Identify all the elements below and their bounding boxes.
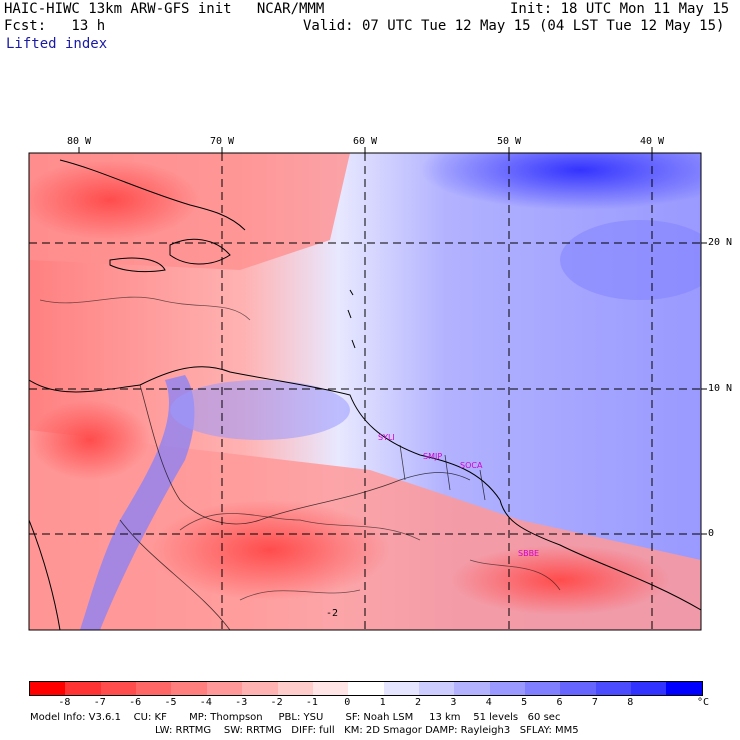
lon-label-80w: 80 W <box>67 136 92 147</box>
color-bar-label: 6 <box>556 697 563 708</box>
color-bar-label: 0 <box>344 697 351 708</box>
station-syli: SYLI <box>378 433 395 442</box>
color-bar-segment <box>312 682 349 695</box>
lon-label-50w: 50 W <box>497 136 522 147</box>
color-bar-label: 3 <box>450 697 457 708</box>
lifted-index-map: -2 <box>28 147 707 631</box>
lat-label-20n: 20 N <box>708 237 733 248</box>
color-bar-label: 7 <box>591 697 598 708</box>
color-bar-label: 8 <box>627 697 634 708</box>
color-bar-unit: °C <box>696 697 710 708</box>
color-bar-label: -2 <box>270 697 283 708</box>
color-bar-label: -5 <box>164 697 177 708</box>
lon-label-40w: 40 W <box>640 136 665 147</box>
color-bar-label: 2 <box>415 697 422 708</box>
color-bar-segment <box>454 682 490 695</box>
color-bar-label: -4 <box>199 697 212 708</box>
color-bar-segment <box>418 682 455 695</box>
lat-label-10n: 10 N <box>708 383 733 394</box>
color-bar-segment <box>525 682 561 695</box>
color-bar-label: 1 <box>379 697 386 708</box>
color-bar-segment <box>30 682 66 695</box>
color-bar-label: -1 <box>305 697 318 708</box>
lon-label-60w: 60 W <box>353 136 378 147</box>
model-info-line1: Model Info: V3.6.1 CU: KF MP: Thompson P… <box>30 712 561 723</box>
color-bar-label: -3 <box>235 697 248 708</box>
lon-label-70w: 70 W <box>210 136 235 147</box>
color-bar-label: 5 <box>521 697 528 708</box>
color-bar-segment <box>65 682 101 695</box>
color-bar-segment <box>666 682 702 695</box>
color-bar-label: -6 <box>129 697 142 708</box>
color-bar-segment <box>348 682 384 695</box>
model-info-line2: LW: RRTMG SW: RRTMG DIFF: full KM: 2D Sm… <box>155 725 579 736</box>
color-bar-segment <box>595 682 632 695</box>
color-bar-segment <box>171 682 207 695</box>
field-name: Lifted index <box>6 36 108 52</box>
color-bar-segment <box>383 682 419 695</box>
color-bar-segment <box>242 682 278 695</box>
color-bar-segment <box>136 682 172 695</box>
station-smjp: SMJP <box>423 452 443 461</box>
color-bar-label: -7 <box>93 697 106 708</box>
valid-time: Valid: 07 UTC Tue 12 May 15 (04 LST Tue … <box>303 18 725 34</box>
lat-label-0: 0 <box>708 528 715 539</box>
station-soca: SOCA <box>460 461 483 470</box>
color-bar-segment <box>489 682 526 695</box>
color-bar-label: 4 <box>485 697 492 708</box>
color-bar-segment <box>206 682 243 695</box>
station-sbbe: SBBE <box>518 549 540 558</box>
color-bar <box>29 681 703 696</box>
color-bar-segment <box>631 682 667 695</box>
contour-label: -2 <box>326 608 338 619</box>
init-time: Init: 18 UTC Mon 11 May 15 <box>510 1 730 17</box>
map-title: HAIC-HIWC 13km ARW-GFS init NCAR/MMM <box>4 1 325 17</box>
forecast-hour: Fcst: 13 h <box>4 18 106 34</box>
color-bar-label: -8 <box>58 697 71 708</box>
color-bar-segment <box>277 682 313 695</box>
color-bar-segment <box>560 682 596 695</box>
color-bar-segment <box>100 682 137 695</box>
